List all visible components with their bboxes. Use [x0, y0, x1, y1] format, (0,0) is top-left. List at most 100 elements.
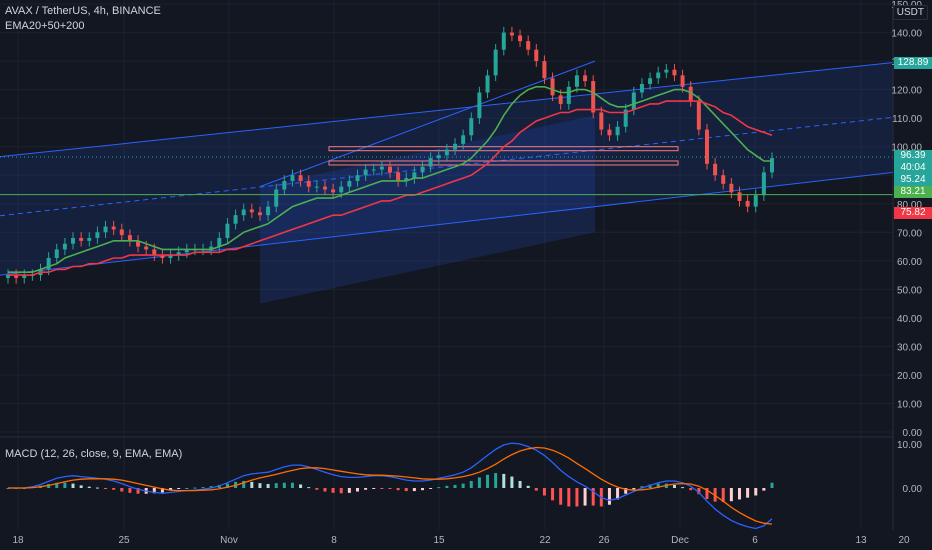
candle-body	[420, 166, 425, 173]
candle-body	[477, 92, 482, 119]
price-tick-label: 80.00	[897, 200, 922, 211]
macd-histogram-bar	[737, 488, 741, 500]
price-tag-ema: 95.24	[894, 174, 932, 186]
signal-line	[8, 446, 773, 525]
macd-histogram-bar	[152, 488, 156, 494]
macd-histogram-bar	[526, 485, 530, 488]
time-axis[interactable]: 18 25 Nov 8 15 22 26 Dec 6 13 20	[12, 535, 910, 546]
price-tick-label: 140.00	[891, 29, 922, 40]
time-tick-label: 13	[855, 535, 867, 546]
candle-body	[704, 129, 709, 164]
candle-body	[583, 75, 588, 82]
candle-body	[127, 235, 132, 241]
macd-histogram-bar	[87, 486, 91, 488]
candle-body	[639, 83, 644, 93]
candle-body	[566, 86, 571, 104]
time-tick-label: 20	[898, 535, 910, 546]
time-tick-label: Dec	[671, 535, 689, 546]
candle-body	[306, 180, 311, 187]
candle-body	[428, 158, 433, 167]
candle-body	[509, 32, 514, 36]
time-tick-label: 26	[598, 535, 610, 546]
macd-histogram-bar	[282, 482, 286, 488]
time-tick-label: 15	[433, 535, 445, 546]
candle-body	[363, 169, 368, 176]
ema-lines	[8, 86, 773, 276]
time-tick-label: Nov	[220, 535, 238, 546]
macd-histogram-bar	[307, 487, 311, 489]
candle-body	[217, 237, 222, 247]
macd-histogram-bar	[201, 487, 205, 489]
macd-histogram-bar	[681, 487, 685, 489]
candle-body	[87, 237, 92, 241]
macd-histogram-bar	[754, 488, 758, 496]
macd-histogram-bar	[697, 488, 701, 495]
candle-body	[274, 189, 279, 207]
candle-body	[599, 112, 604, 130]
macd-histogram-bar	[445, 485, 449, 488]
macd-histogram-bar	[551, 488, 555, 501]
candle-body	[322, 186, 327, 190]
macd-histogram-bar	[404, 488, 408, 492]
macd-histogram-bar	[705, 488, 709, 499]
candle-body	[339, 186, 344, 193]
macd-histogram-bar	[494, 473, 498, 488]
macd-histogram-bar	[437, 487, 441, 489]
candle-body	[607, 129, 612, 136]
macd-histogram-bar	[160, 488, 164, 493]
channel-mid-line	[0, 116, 894, 217]
candle-body	[615, 126, 620, 136]
macd-histogram-bar	[486, 474, 490, 488]
currency-unit-badge[interactable]: USDT	[892, 5, 928, 20]
macd-histogram-bar	[729, 488, 733, 502]
candle-body	[501, 32, 506, 50]
candle-body	[22, 275, 27, 278]
macd-histogram-bar	[242, 480, 246, 488]
macd-histogram-bar	[559, 488, 563, 505]
candle-body	[591, 81, 596, 113]
candle-body	[534, 49, 539, 62]
candle-body	[314, 186, 319, 188]
ema-line-ema20	[8, 86, 772, 274]
candle-body	[46, 257, 51, 270]
candle-body	[209, 246, 214, 250]
macd-histogram-bar	[534, 488, 538, 491]
candle-body	[656, 72, 661, 79]
candle-body	[493, 49, 498, 76]
macd-histogram-bar	[648, 484, 652, 488]
macd-histogram-bar	[55, 482, 59, 488]
macd-histogram-bar	[421, 488, 425, 491]
macd-histogram-bar	[225, 483, 229, 488]
macd-legend[interactable]: MACD (12, 26, close, 9, EMA, EMA)	[5, 448, 183, 460]
time-tick-label: 6	[752, 535, 758, 546]
price-tag-channel-top: 128.89	[894, 57, 932, 69]
macd-histogram-bar	[266, 484, 270, 488]
candle-body	[737, 192, 742, 201]
candle-body	[469, 118, 474, 136]
macd-histogram-bar	[355, 488, 359, 492]
candle-body	[347, 180, 352, 187]
candle-body	[412, 172, 417, 179]
ema-legend[interactable]: EMA20+50+200	[5, 20, 85, 32]
candle-body	[444, 149, 449, 156]
candle-body	[379, 166, 384, 170]
candle-body	[160, 255, 165, 258]
price-tick-label: 100.00	[891, 143, 922, 154]
time-tick-label: 18	[12, 535, 24, 546]
candle-body	[103, 226, 108, 233]
ema-line-ema50	[8, 100, 773, 276]
candle-body	[396, 172, 401, 181]
candle-body	[574, 75, 579, 87]
candle-body	[558, 95, 563, 104]
candle-body	[623, 109, 628, 127]
candle-body	[518, 35, 523, 42]
symbol-legend[interactable]: AVAX / TetherUS, 4h, BINANCE	[5, 5, 161, 17]
overlay-lines	[0, 156, 893, 196]
price-tick-label: 60.00	[897, 257, 922, 268]
candle-body	[631, 92, 636, 110]
macd-histogram-bar	[331, 488, 335, 493]
candle-body	[729, 183, 734, 193]
macd-histogram-bar	[721, 488, 725, 503]
